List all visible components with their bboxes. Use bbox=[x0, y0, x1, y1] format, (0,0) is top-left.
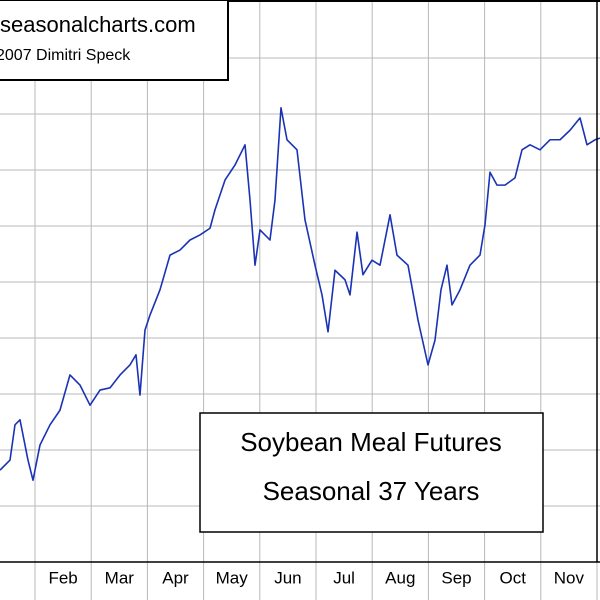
x-tick-label: Apr bbox=[162, 568, 189, 587]
chart-subtitle: Seasonal 37 Years bbox=[263, 476, 480, 506]
x-tick-label: Mar bbox=[105, 568, 135, 587]
line bbox=[0, 107, 600, 482]
plot bbox=[0, 107, 600, 482]
source-box bbox=[0, 0, 229, 81]
x-tick-label: Nov bbox=[554, 568, 585, 587]
chart-title: Soybean Meal Futures bbox=[240, 427, 502, 457]
x-tick-label: Jul bbox=[333, 568, 355, 587]
x-tick-label: Sep bbox=[441, 568, 471, 587]
x-tick-label: Jun bbox=[274, 568, 301, 587]
x-labels: FebMarAprMayJunJulAugSepOctNovDec bbox=[48, 568, 585, 587]
source: seasonalcharts.com bbox=[0, 12, 196, 37]
x-tick-label: Oct bbox=[499, 568, 526, 587]
x-tick-label: May bbox=[216, 568, 249, 587]
title-box bbox=[199, 412, 544, 533]
x-tick-label: Feb bbox=[48, 568, 77, 587]
credit: 2007 Dimitri Speck bbox=[0, 47, 131, 64]
x-tick-label: Aug bbox=[385, 568, 415, 587]
